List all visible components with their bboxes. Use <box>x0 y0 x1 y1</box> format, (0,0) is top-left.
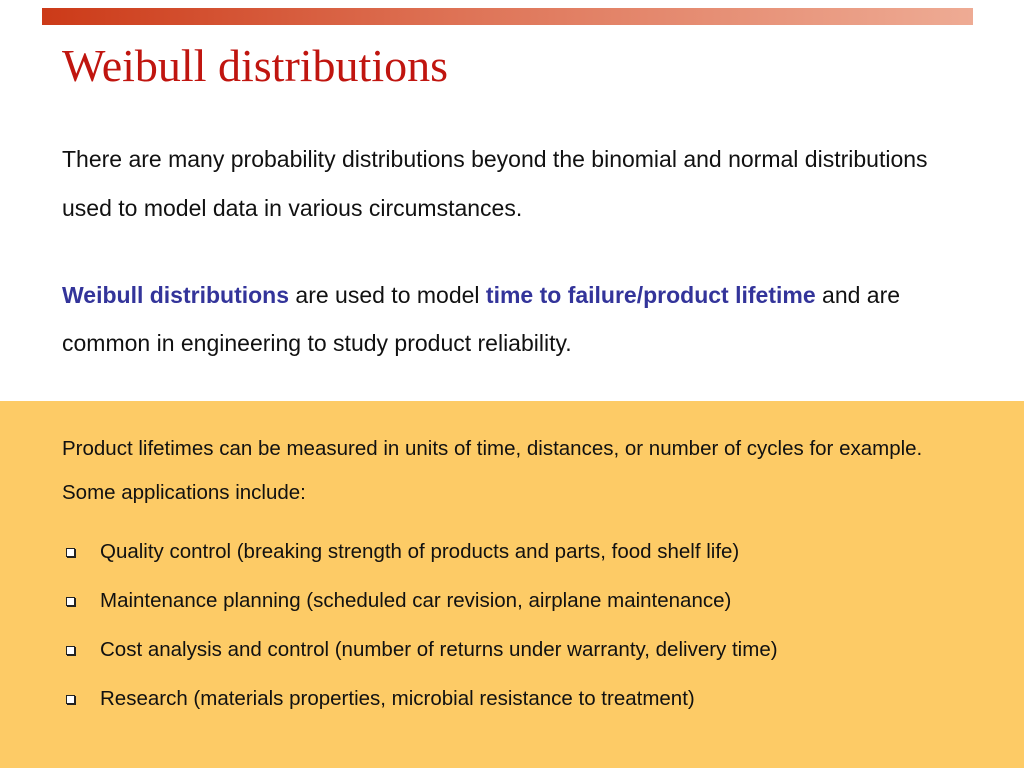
list-item: Cost analysis and control (number of ret… <box>62 629 1012 678</box>
list-item-text: Maintenance planning (scheduled car revi… <box>100 589 732 612</box>
hollow-square-bullet-icon <box>66 548 75 557</box>
top-accent-bar <box>42 8 973 25</box>
applications-panel: Product lifetimes can be measured in uni… <box>0 401 1024 768</box>
hollow-square-bullet-icon <box>66 646 75 655</box>
applications-list: Quality control (breaking strength of pr… <box>62 531 1012 727</box>
list-item-text: Quality control (breaking strength of pr… <box>100 540 740 563</box>
hollow-square-bullet-icon <box>66 597 75 606</box>
weibull-end-text: and are common in engineering to study p… <box>62 282 901 356</box>
list-item: Research (materials properties, microbia… <box>62 678 1012 727</box>
hollow-square-bullet-icon <box>66 695 75 704</box>
list-item: Quality control (breaking strength of pr… <box>62 531 1012 580</box>
weibull-term: Weibull distributions <box>62 282 290 308</box>
intro-paragraph: There are many probability distributions… <box>62 146 928 221</box>
list-item-text: Research (materials properties, microbia… <box>100 687 695 710</box>
slide-title: Weibull distributions <box>62 40 449 91</box>
weibull-paragraph: Weibull distributions are used to model … <box>62 271 962 367</box>
weibull-middle-text: are used to model <box>289 282 486 308</box>
failure-time-concept: time to failure/product lifetime <box>485 282 816 308</box>
panel-intro-text: Product lifetimes can be measured in uni… <box>62 437 923 504</box>
list-item: Maintenance planning (scheduled car revi… <box>62 580 1012 629</box>
list-item-text: Cost analysis and control (number of ret… <box>100 638 778 661</box>
